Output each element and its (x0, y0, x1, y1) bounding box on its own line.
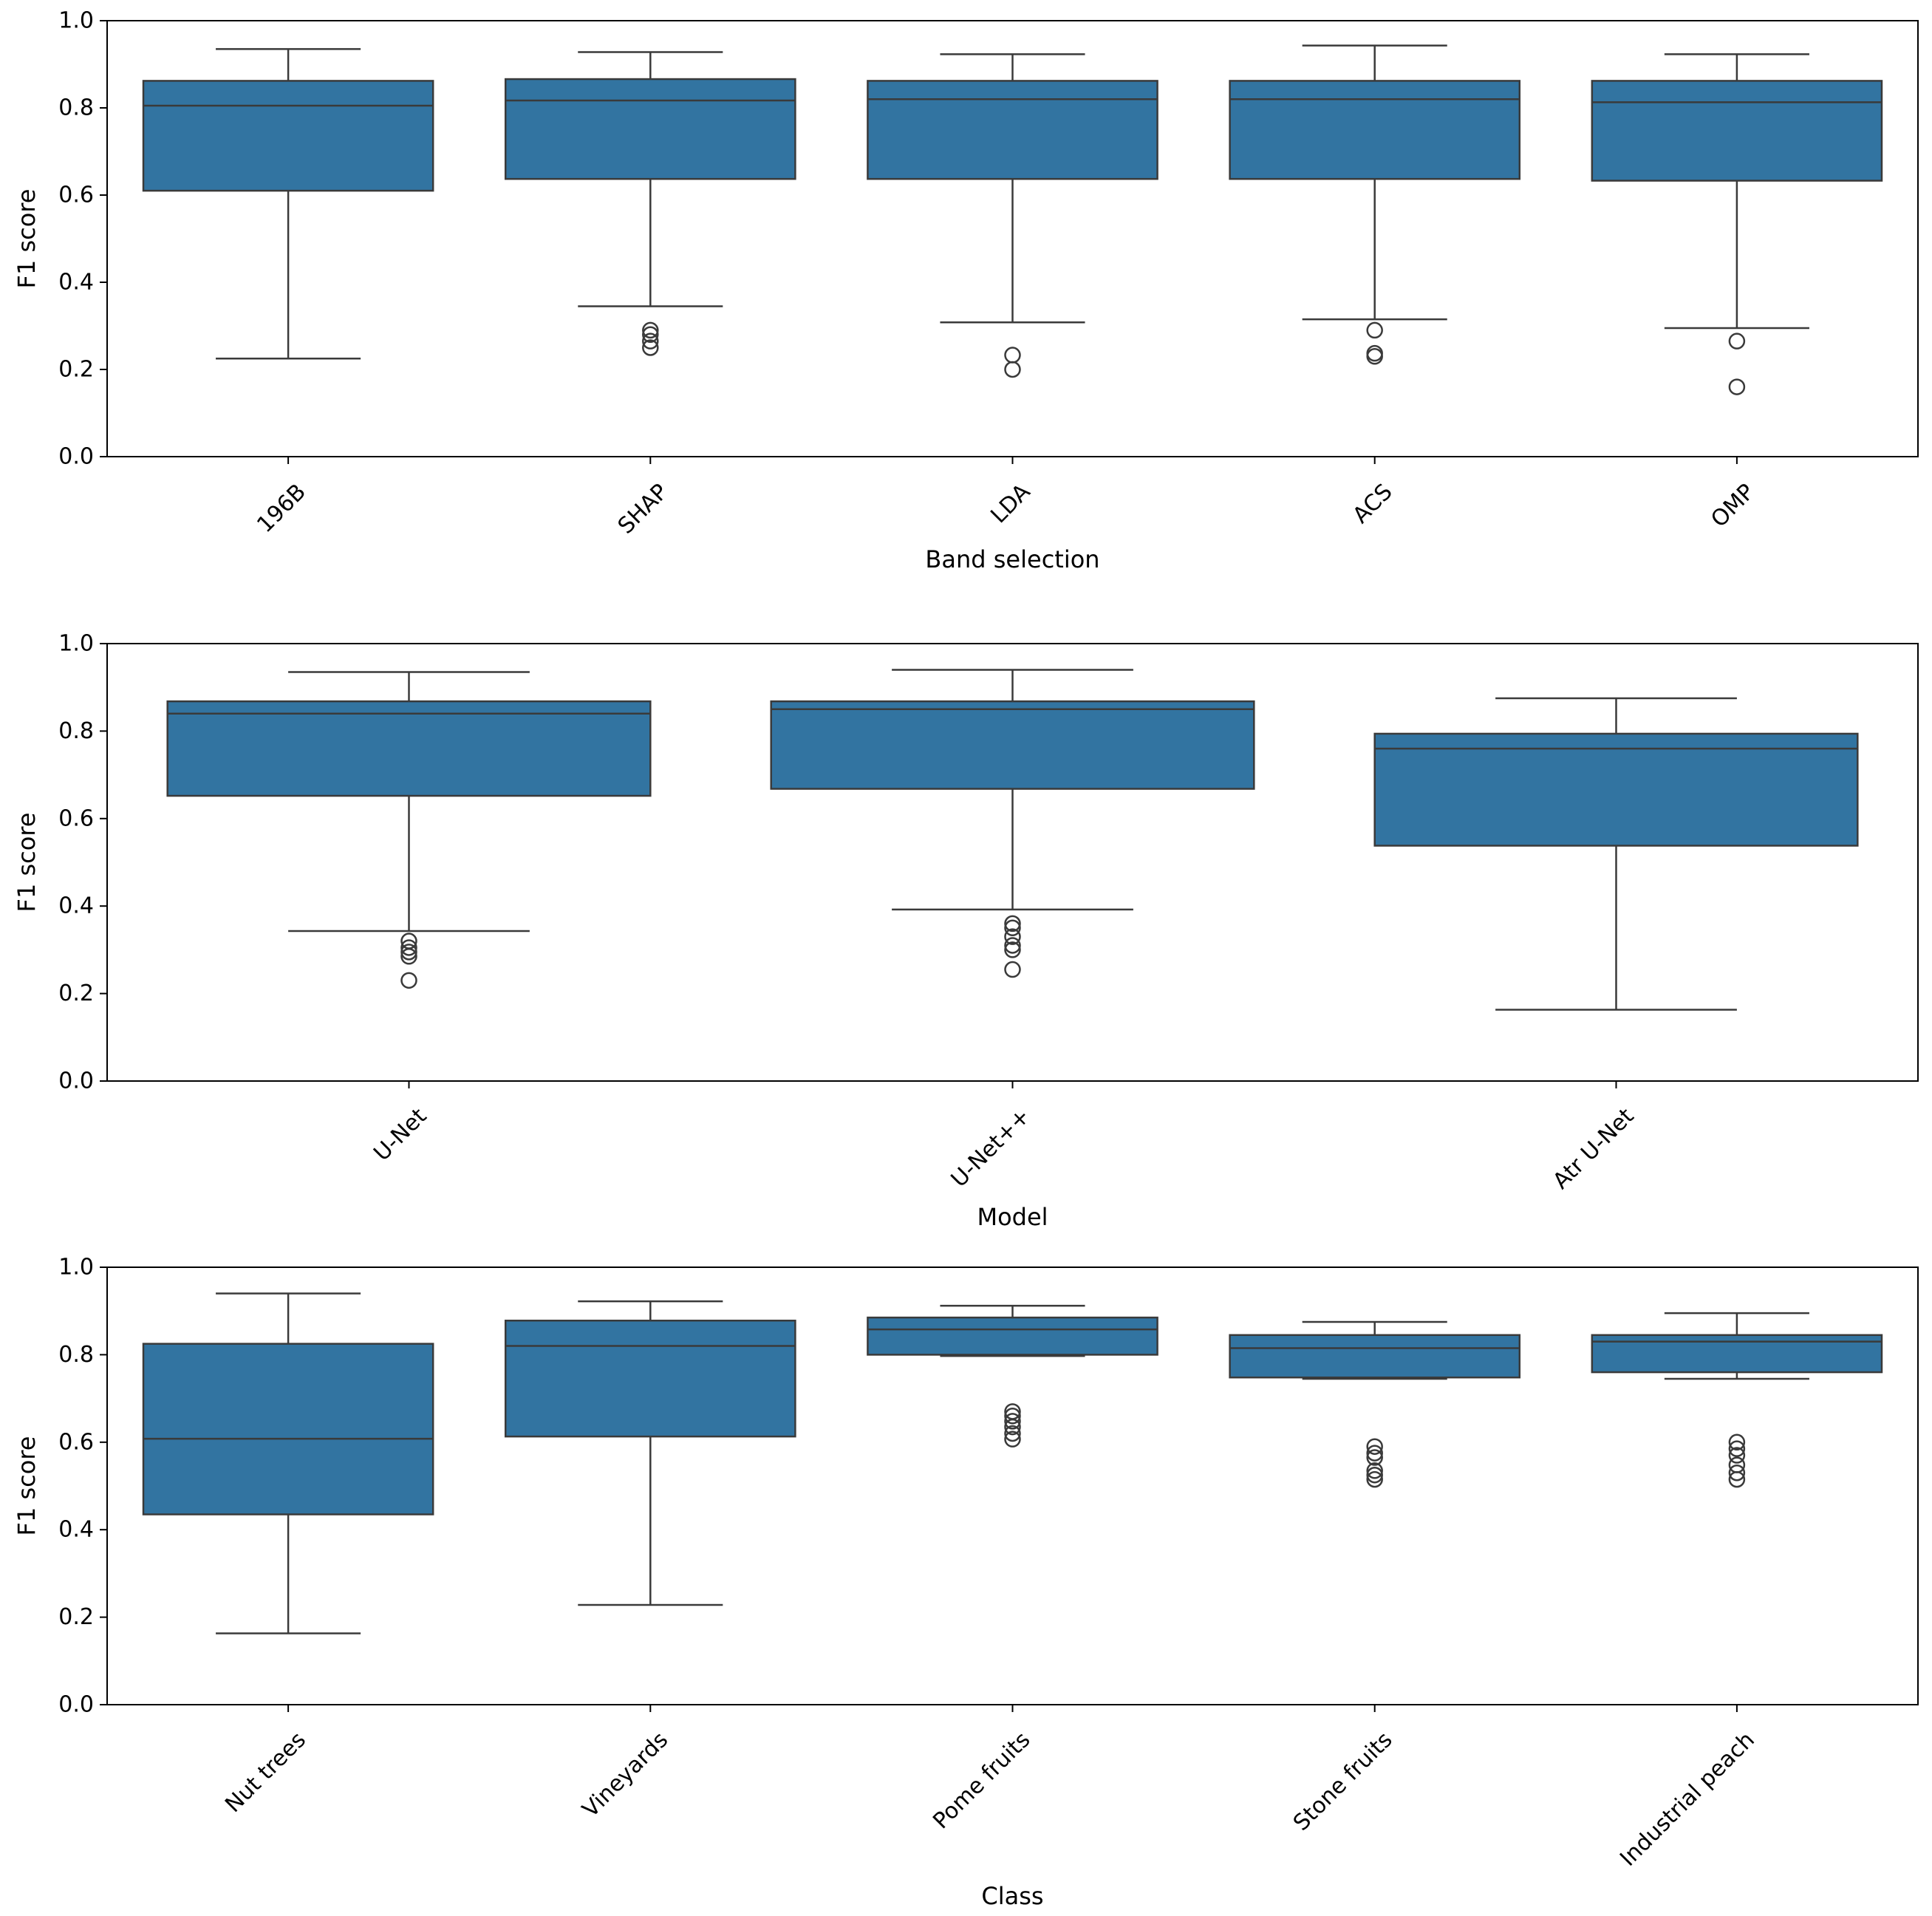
y-tick-label: 0.2 (58, 357, 94, 383)
y-tick-label: 0.4 (58, 1517, 94, 1543)
y-tick-label: 0.0 (58, 444, 94, 470)
x-tick-label: Pome fruits (928, 1727, 1035, 1834)
box-196b (142, 80, 434, 192)
flier-point (400, 972, 417, 989)
flier-point (1004, 1425, 1021, 1442)
box-u-net (166, 700, 652, 797)
flier-point (1366, 1445, 1383, 1462)
y-tick-label: 1.0 (58, 1255, 94, 1281)
box-omp (1591, 80, 1883, 182)
box-industrial-peach (1591, 1334, 1883, 1374)
x-tick-label: U-Net (369, 1103, 431, 1166)
y-tick-label: 1.0 (58, 631, 94, 657)
flier-point (1004, 937, 1021, 954)
flier-point (400, 939, 417, 956)
flier-point (1366, 1462, 1383, 1479)
box-shap (504, 78, 796, 180)
x-tick-label: 196B (252, 479, 311, 538)
flier-point (1728, 1433, 1746, 1451)
y-tick-label: 0.4 (58, 893, 94, 919)
flier-point (1728, 1464, 1746, 1482)
box-u-net- (770, 700, 1255, 790)
flier-point (1004, 1408, 1021, 1425)
flier-point (1004, 928, 1021, 945)
x-tick-label: OMP (1706, 479, 1760, 533)
flier-point (1728, 1470, 1746, 1488)
x-tick-label: U-Net++ (946, 1103, 1036, 1193)
flier-point (1366, 321, 1383, 339)
flier-point (1366, 1466, 1383, 1484)
flier-point (1004, 347, 1021, 364)
x-tick-label: Nut trees (220, 1727, 311, 1818)
y-tick-label: 0.2 (58, 1604, 94, 1630)
flier-point (1004, 941, 1021, 958)
x-tick-label: ACS (1348, 479, 1397, 528)
flier-point (1004, 915, 1021, 933)
flier-point (400, 948, 417, 965)
flier-point (1004, 1418, 1021, 1436)
x-tick-label: Vineyards (578, 1727, 674, 1823)
flier-point (1366, 1470, 1383, 1488)
flier-point (642, 321, 659, 339)
flier-point (1728, 333, 1746, 350)
flier-point (642, 339, 659, 356)
flier-point (642, 333, 659, 350)
flier-point (400, 944, 417, 961)
x-tick-label: Industrial peach (1615, 1727, 1760, 1872)
y-tick-label: 0.6 (58, 1429, 94, 1455)
flier-point (1004, 361, 1021, 378)
box-nut-trees (142, 1343, 434, 1516)
box-acs (1229, 80, 1521, 180)
x-axis-title: Band selection (925, 545, 1099, 573)
flier-point (1004, 961, 1021, 978)
flier-point (1004, 1431, 1021, 1448)
x-tick-label: LDA (986, 479, 1035, 528)
box-atr-u-net (1373, 732, 1859, 847)
box-stone-fruits (1229, 1334, 1521, 1379)
flier-point (1004, 1413, 1021, 1430)
box-pome-fruits (867, 1316, 1158, 1356)
flier-point (642, 326, 659, 344)
x-axis-title: Class (981, 1882, 1043, 1910)
plot-frame (106, 20, 1919, 457)
box-lda (867, 80, 1158, 180)
y-tick-label: 0.0 (58, 1692, 94, 1718)
flier-point (1366, 1438, 1383, 1455)
chart-panel-1: 0.0 0.2 0.4 0.6 0.8 1.0 F1 score 196B SHAP LDA ACS… (13, 8, 1919, 573)
y-tick-label: 0.6 (58, 805, 94, 831)
chart-panel-3: 0.0 0.2 0.4 0.6 0.8 1.0 F1 score Nut trees Viney… (13, 1255, 1919, 1910)
y-axis-title: F1 score (13, 1436, 41, 1536)
y-tick-label: 0.2 (58, 981, 94, 1006)
flier-point (1728, 1440, 1746, 1457)
plot-frame (106, 643, 1919, 1082)
y-tick-label: 0.4 (58, 270, 94, 296)
y-tick-label: 0.8 (58, 95, 94, 121)
flier-point (1728, 378, 1746, 395)
flier-point (1004, 919, 1021, 937)
x-tick-label: Atr U-Net (1548, 1103, 1639, 1194)
y-tick-label: 0.6 (58, 183, 94, 208)
x-tick-label: SHAP (613, 479, 673, 539)
y-tick-label: 0.8 (58, 1342, 94, 1368)
y-axis-title: F1 score (13, 189, 41, 289)
box-vineyards (504, 1319, 796, 1438)
plot-frame (106, 1266, 1919, 1705)
y-tick-label: 1.0 (58, 8, 94, 34)
flier-point (1728, 1447, 1746, 1464)
y-axis-title: F1 score (13, 813, 41, 913)
y-tick-label: 0.0 (58, 1068, 94, 1094)
chart-panel-2: 0.0 0.2 0.4 0.6 0.8 1.0 F1 score U-Net U-Net++ At… (13, 631, 1919, 1231)
flier-point (1366, 348, 1383, 365)
x-axis-title: Model (977, 1203, 1048, 1231)
flier-point (1366, 1449, 1383, 1466)
x-tick-label: Stone fruits (1288, 1727, 1398, 1836)
y-tick-label: 0.8 (58, 718, 94, 744)
